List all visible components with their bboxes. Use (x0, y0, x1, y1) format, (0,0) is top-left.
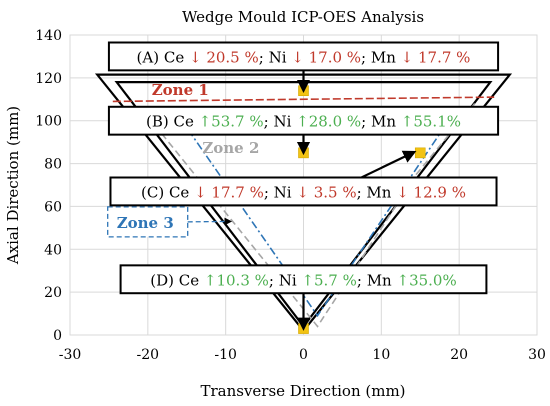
annotation-element-name: Mn (367, 271, 397, 289)
annotation-element-name: Ni (279, 271, 302, 289)
zone-2-boundary-line (147, 103, 476, 328)
annotation-point-label: (C) (141, 183, 169, 201)
annotation-element-name: Mn (371, 48, 401, 66)
annotation-element-name: Mn (366, 183, 396, 201)
annotation-text: (D) Ce ↑10.3 %; Ni ↑5.7 %; Mn ↑35.0% (150, 271, 456, 289)
annotation-element-name: Ce (179, 271, 204, 289)
annotation-separator: ; (357, 271, 367, 289)
annotation-separator: ; (264, 113, 274, 131)
zone-3-label: Zone 3 (117, 214, 174, 232)
annotation-box (107, 105, 500, 136)
annotation-element-name: Ce (173, 113, 198, 131)
annotation-change-value: ↑35.0% (397, 271, 457, 289)
annotation-change-value: ↑28.0 % (296, 113, 361, 131)
y-tick-label: 40 (44, 242, 62, 258)
x-tick-label: 0 (299, 347, 308, 363)
annotation-point-label: (B) (146, 113, 174, 131)
chart-text: Wedge Mould ICP-OES Analysis Transverse … (4, 8, 424, 400)
zone-boundaries: Zone 1 Zone 2 Zone 3 (107, 81, 495, 328)
annotation-separator: ; (357, 183, 367, 201)
annotation-point-label: (A) (137, 48, 164, 66)
annotation-separator: ; (264, 183, 274, 201)
annotation-text: (C) Ce ↓ 17.7 %; Ni ↓ 3.5 %; Mn ↓ 12.9 % (141, 183, 466, 201)
annotation-box (107, 41, 500, 72)
annotation-change-value: ↓ 17.0 % (291, 48, 361, 66)
chart-title: Wedge Mould ICP-OES Analysis (182, 8, 424, 26)
annotation-change-value: ↑53.7 % (199, 113, 264, 131)
x-tick-label: 10 (372, 347, 390, 363)
annotation-separator: ; (269, 271, 279, 289)
annotation-element-name: Ni (269, 48, 292, 66)
annotation-element-name: Ni (273, 113, 296, 131)
annotations: (A) Ce ↓ 20.5 %; Ni ↓ 17.0 %; Mn ↓ 17.7 … (107, 41, 500, 295)
x-tick-label: -10 (214, 347, 237, 363)
plot-area-border (69, 34, 538, 336)
y-axis-label: Axial Direction (mm) (4, 106, 22, 265)
annotation-change-value: ↓ 20.5 % (189, 48, 259, 66)
x-tick-label: -30 (59, 347, 82, 363)
zone-1-label: Zone 1 (152, 81, 209, 99)
annotation-change-value: ↓ 17.7 % (194, 183, 264, 201)
annotation-change-value: ↑55.1% (401, 113, 461, 131)
annotation-text: (A) Ce ↓ 20.5 %; Ni ↓ 17.0 %; Mn ↓ 17.7 … (137, 48, 471, 66)
annotation-change-value: ↓ 17.7 % (401, 48, 471, 66)
annotation-element-name: Ce (169, 183, 194, 201)
x-tick-label: -20 (137, 347, 160, 363)
y-tick-label: 20 (44, 285, 62, 301)
annotation-change-value: ↓ 3.5 % (296, 183, 356, 201)
annotation-element-name: Ce (164, 48, 189, 66)
annotation-box (119, 264, 488, 295)
annotation-change-value: ↑5.7 % (301, 271, 356, 289)
axes: 0 20 40 60 80 100 120 140 -30 -20 -10 0 10 20 30 (35, 28, 546, 363)
x-tick-label: 30 (528, 347, 546, 363)
annotation-separator: ; (361, 113, 371, 131)
annotation-element-name: Ni (274, 183, 297, 201)
y-tick-label: 0 (53, 328, 62, 344)
x-tick-label: 20 (450, 347, 468, 363)
y-tick-label: 140 (35, 28, 62, 44)
sample-point (414, 147, 426, 159)
annotation-change-value: ↓ 12.9 % (396, 183, 466, 201)
annotation-element-name: Mn (371, 113, 401, 131)
x-axis-label: Transverse Direction (mm) (200, 382, 405, 400)
zone-2-label: Zone 2 (202, 139, 259, 157)
annotation-point-label: (D) (150, 271, 179, 289)
annotation-box (109, 176, 498, 207)
zone-3-label-box (107, 206, 189, 238)
zone-1-boundary-line (112, 96, 495, 103)
annotation-change-value: ↑10.3 % (204, 271, 269, 289)
annotation-text: (B) Ce ↑53.7 %; Ni ↑28.0 %; Mn ↑55.1% (146, 113, 461, 131)
y-tick-label: 80 (44, 157, 62, 173)
y-tick-label: 120 (35, 71, 62, 87)
y-tick-label: 100 (35, 114, 62, 130)
annotation-separator: ; (361, 48, 371, 66)
y-tick-label: 60 (44, 199, 62, 215)
annotation-separator: ; (259, 48, 269, 66)
